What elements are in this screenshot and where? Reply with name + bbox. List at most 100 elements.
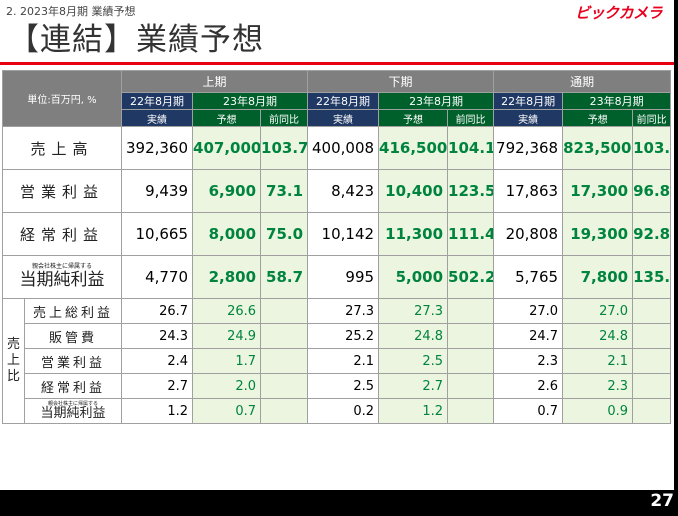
section-title: 2. 2023年8月期 業績予想 xyxy=(6,5,136,18)
table-cell: 10,142 xyxy=(307,212,380,256)
table-cell: 4,770 xyxy=(121,255,194,299)
table-cell: 2.4 xyxy=(121,348,194,374)
forecast-header: 予想 xyxy=(562,109,634,127)
table-cell: 123.5 xyxy=(447,169,495,213)
table-cell: 11,300 xyxy=(378,212,449,256)
table-cell: 25.2 xyxy=(307,323,380,349)
table-cell: 0.9 xyxy=(562,398,634,424)
forecast-header: 予想 xyxy=(192,109,262,127)
table-cell xyxy=(447,373,495,399)
ratio-header-char: 売 xyxy=(6,337,20,352)
table-cell: 1.2 xyxy=(378,398,449,424)
row-label: 経常利益 xyxy=(1,212,123,256)
page-title: 【連結】業績予想 xyxy=(8,22,264,58)
yoy-header: 前同比 xyxy=(260,109,309,127)
table-cell: 27.3 xyxy=(307,298,380,324)
table-cell: 1.2 xyxy=(121,398,194,424)
table-cell: 2.5 xyxy=(307,373,380,399)
table-cell: 17,863 xyxy=(493,169,564,213)
table-cell: 92.8 xyxy=(632,212,672,256)
table-cell: 0.7 xyxy=(192,398,262,424)
ratio-row-label: 親会社株主に帰属する 当期純利益 xyxy=(23,398,123,424)
table-cell: 8,423 xyxy=(307,169,380,213)
row-label-prefix: 親会社株主に帰属する xyxy=(48,401,99,407)
row-label: 親会社株主に帰属する 当期純利益 xyxy=(1,255,123,299)
table-cell: 502.2 xyxy=(447,255,495,299)
table-cell: 75.0 xyxy=(260,212,309,256)
fy23-header: 23年8月期 xyxy=(562,92,672,110)
table-cell: 0.2 xyxy=(307,398,380,424)
table-cell: 20,808 xyxy=(493,212,564,256)
table-cell: 400,008 xyxy=(307,126,380,170)
table-cell: 24.3 xyxy=(121,323,194,349)
table-cell xyxy=(632,323,672,349)
table-cell xyxy=(447,298,495,324)
table-cell: 792,368 xyxy=(493,126,564,170)
table-cell: 5,765 xyxy=(493,255,564,299)
table-cell xyxy=(260,348,309,374)
ratio-section-header: 売上比 xyxy=(2,298,25,424)
table-cell: 2.7 xyxy=(378,373,449,399)
actual-header: 実績 xyxy=(307,109,380,127)
table-cell: 416,500 xyxy=(378,126,449,170)
actual-header: 実績 xyxy=(493,109,564,127)
ratio-table-row: 販管費 24.3 24.9 25.2 24.8 24.7 24.8 xyxy=(3,323,672,349)
table-cell: 9,439 xyxy=(121,169,194,213)
fy23-header: 23年8月期 xyxy=(378,92,495,110)
table-cell xyxy=(260,298,309,324)
table-cell xyxy=(447,348,495,374)
table-cell: 2.3 xyxy=(493,348,564,374)
table-cell: 823,500 xyxy=(562,126,634,170)
ratio-table-row: 売上比売上総利益 26.7 26.6 27.3 27.3 27.0 27.0 xyxy=(2,298,672,424)
table-cell: 7,800 xyxy=(562,255,634,299)
period-full-year: 通期 xyxy=(493,70,672,93)
ratio-table-row: 営業利益 2.4 1.7 2.1 2.5 2.3 2.1 xyxy=(3,348,672,374)
table-cell: 5,000 xyxy=(378,255,449,299)
table-cell: 103.7 xyxy=(260,126,309,170)
row-label: 営業利益 xyxy=(1,169,123,213)
table-cell: 2.3 xyxy=(562,373,634,399)
table-cell: 96.8 xyxy=(632,169,672,213)
main-table-row: 親会社株主に帰属する 当期純利益 4,770 2,800 58.7 995 5,000 502… xyxy=(1,255,672,299)
yoy-header: 前同比 xyxy=(447,109,495,127)
table-cell: 8,000 xyxy=(192,212,262,256)
table-cell xyxy=(260,323,309,349)
main-table-row: 経常利益 10,665 8,000 75.0 10,142 11,300 111.4 20,8… xyxy=(1,212,672,256)
table-cell: 2.1 xyxy=(307,348,380,374)
period-h2: 下期 xyxy=(307,70,495,93)
table-cell: 26.7 xyxy=(121,298,194,324)
table-cell: 2,800 xyxy=(192,255,262,299)
table-cell: 27.3 xyxy=(378,298,449,324)
table-cell: 24.7 xyxy=(493,323,564,349)
table-cell: 0.7 xyxy=(493,398,564,424)
table-cell xyxy=(632,348,672,374)
ratio-row-label: 営業利益 xyxy=(23,348,123,374)
table-cell: 104.1 xyxy=(447,126,495,170)
slide: 2. 2023年8月期 業績予想 ビックカメラ 【連結】業績予想 単位:百万円,… xyxy=(0,0,674,490)
table-cell: 24.9 xyxy=(192,323,262,349)
table-cell: 19,300 xyxy=(562,212,634,256)
table-cell: 2.1 xyxy=(562,348,634,374)
table-cell: 135.3 xyxy=(632,255,672,299)
ratio-table-row: 親会社株主に帰属する 当期純利益 1.2 0.7 0.2 1.2 0.7 0.9 xyxy=(3,398,672,424)
table-cell: 17,300 xyxy=(562,169,634,213)
table-cell: 27.0 xyxy=(493,298,564,324)
fy22-header: 22年8月期 xyxy=(307,92,380,110)
table-cell: 392,360 xyxy=(121,126,194,170)
unit-label: 単位:百万円, % xyxy=(1,70,123,127)
main-table-row: 売上高 392,360 407,000 103.7 400,008 416,500 104.… xyxy=(1,126,672,170)
page-number: 27 xyxy=(650,491,674,511)
table-cell xyxy=(447,398,495,424)
table-cell: 2.6 xyxy=(493,373,564,399)
forecast-table: 単位:百万円, % 上期 下期 通期 22年8月期 23年8月期 22年8月期 … xyxy=(1,70,672,424)
ratio-table-row: 経常利益 2.7 2.0 2.5 2.7 2.6 2.3 xyxy=(3,373,672,399)
table-cell: 10,665 xyxy=(121,212,194,256)
ratio-row-label: 売上総利益 xyxy=(23,298,123,324)
table-cell: 73.1 xyxy=(260,169,309,213)
table-cell: 111.4 xyxy=(447,212,495,256)
company-logo: ビックカメラ xyxy=(574,4,663,22)
table-cell: 103.9 xyxy=(632,126,672,170)
table-cell: 26.6 xyxy=(192,298,262,324)
table-cell: 407,000 xyxy=(192,126,262,170)
table-cell xyxy=(632,398,672,424)
